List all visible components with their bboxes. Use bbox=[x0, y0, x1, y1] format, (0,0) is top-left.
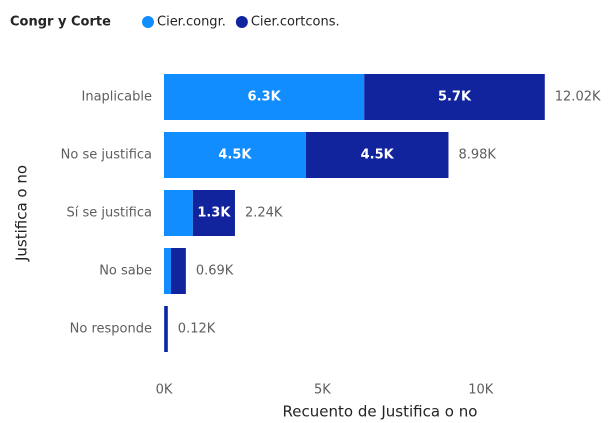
total-label: 0.69K bbox=[196, 264, 234, 279]
bar-segment bbox=[164, 74, 365, 120]
total-label: 12.02K bbox=[555, 90, 601, 105]
x-tick-label: 10K bbox=[468, 383, 494, 398]
data-label: 5.7K bbox=[438, 90, 472, 105]
legend-label: Cier.congr. bbox=[157, 15, 226, 30]
y-tick-label: Inaplicable bbox=[82, 90, 153, 105]
bar-segment bbox=[364, 74, 545, 120]
data-label: 1.3K bbox=[197, 206, 231, 221]
x-axis-title: Recuento de Justifica o no bbox=[283, 403, 478, 421]
y-tick-label: Sí se justifica bbox=[66, 206, 152, 221]
y-tick-label: No se justifica bbox=[61, 148, 152, 163]
total-label: 0.12K bbox=[178, 322, 216, 337]
legend-label: Cier.cortcons. bbox=[251, 15, 340, 30]
y-axis-title: Justifica o no bbox=[13, 165, 31, 262]
data-label: 4.5K bbox=[361, 148, 395, 163]
bar-segment bbox=[305, 132, 449, 178]
y-tick-label: No responde bbox=[70, 322, 152, 337]
bar-segment bbox=[192, 190, 235, 236]
bar-segment bbox=[170, 248, 186, 294]
bar-segment bbox=[164, 190, 193, 236]
y-tick-label: No sabe bbox=[99, 264, 152, 279]
total-label: 2.24K bbox=[245, 206, 283, 221]
x-tick-label: 0K bbox=[156, 383, 173, 398]
data-label: 4.5K bbox=[218, 148, 252, 163]
bar-segment bbox=[164, 132, 306, 178]
legend-marker bbox=[142, 16, 154, 28]
data-label: 6.3K bbox=[248, 90, 282, 105]
bar-segment bbox=[164, 306, 168, 352]
total-label: 8.98K bbox=[458, 148, 496, 163]
legend-title: Congr y Corte bbox=[10, 15, 111, 30]
bar-segment bbox=[164, 248, 171, 294]
legend-marker bbox=[235, 16, 248, 28]
x-tick-label: 5K bbox=[314, 383, 331, 398]
